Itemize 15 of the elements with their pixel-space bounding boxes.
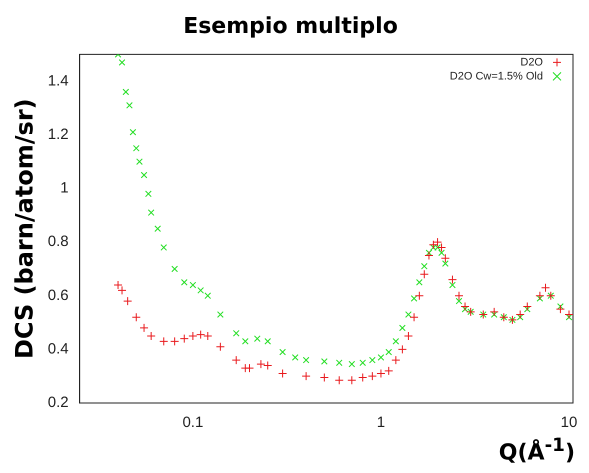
x-tick-label: 10 (560, 414, 578, 432)
y-axis-title: DCS (barn/atom/sr) (10, 98, 39, 360)
y-tick-label: 0.4 (48, 340, 69, 358)
legend-label: D2O (520, 56, 544, 68)
legend-label: D2O Cw=1.5% Old (450, 70, 543, 82)
chart-title: Esempio multiplo (183, 14, 398, 39)
y-tick-label: 1.4 (48, 72, 69, 90)
y-tick-label: 0.6 (48, 286, 69, 304)
y-tick-label: 0.2 (48, 394, 69, 412)
x-tick-label: 1 (376, 414, 386, 432)
x-tick-label: 0.1 (182, 414, 204, 432)
y-tick-label: 0.8 (48, 233, 69, 250)
x-axis-title: Q(Å$^{-1}$) (498, 434, 575, 465)
y-tick-label: 1 (60, 180, 69, 197)
y-tick-label: 1.2 (48, 126, 69, 143)
